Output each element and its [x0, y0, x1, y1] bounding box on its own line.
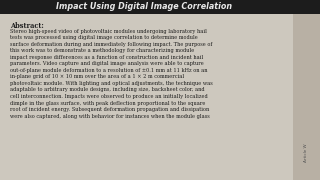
- Text: Stereo high-speed video of photovoltaic modules undergoing laboratory hail
tests: Stereo high-speed video of photovoltaic …: [10, 29, 212, 119]
- Text: Impact Using Digital Image Correlation: Impact Using Digital Image Correlation: [56, 2, 232, 11]
- Bar: [293, 0, 320, 180]
- Text: Article W: Article W: [304, 144, 308, 162]
- Bar: [0, 0, 320, 14]
- Text: Abstract:: Abstract:: [10, 22, 44, 30]
